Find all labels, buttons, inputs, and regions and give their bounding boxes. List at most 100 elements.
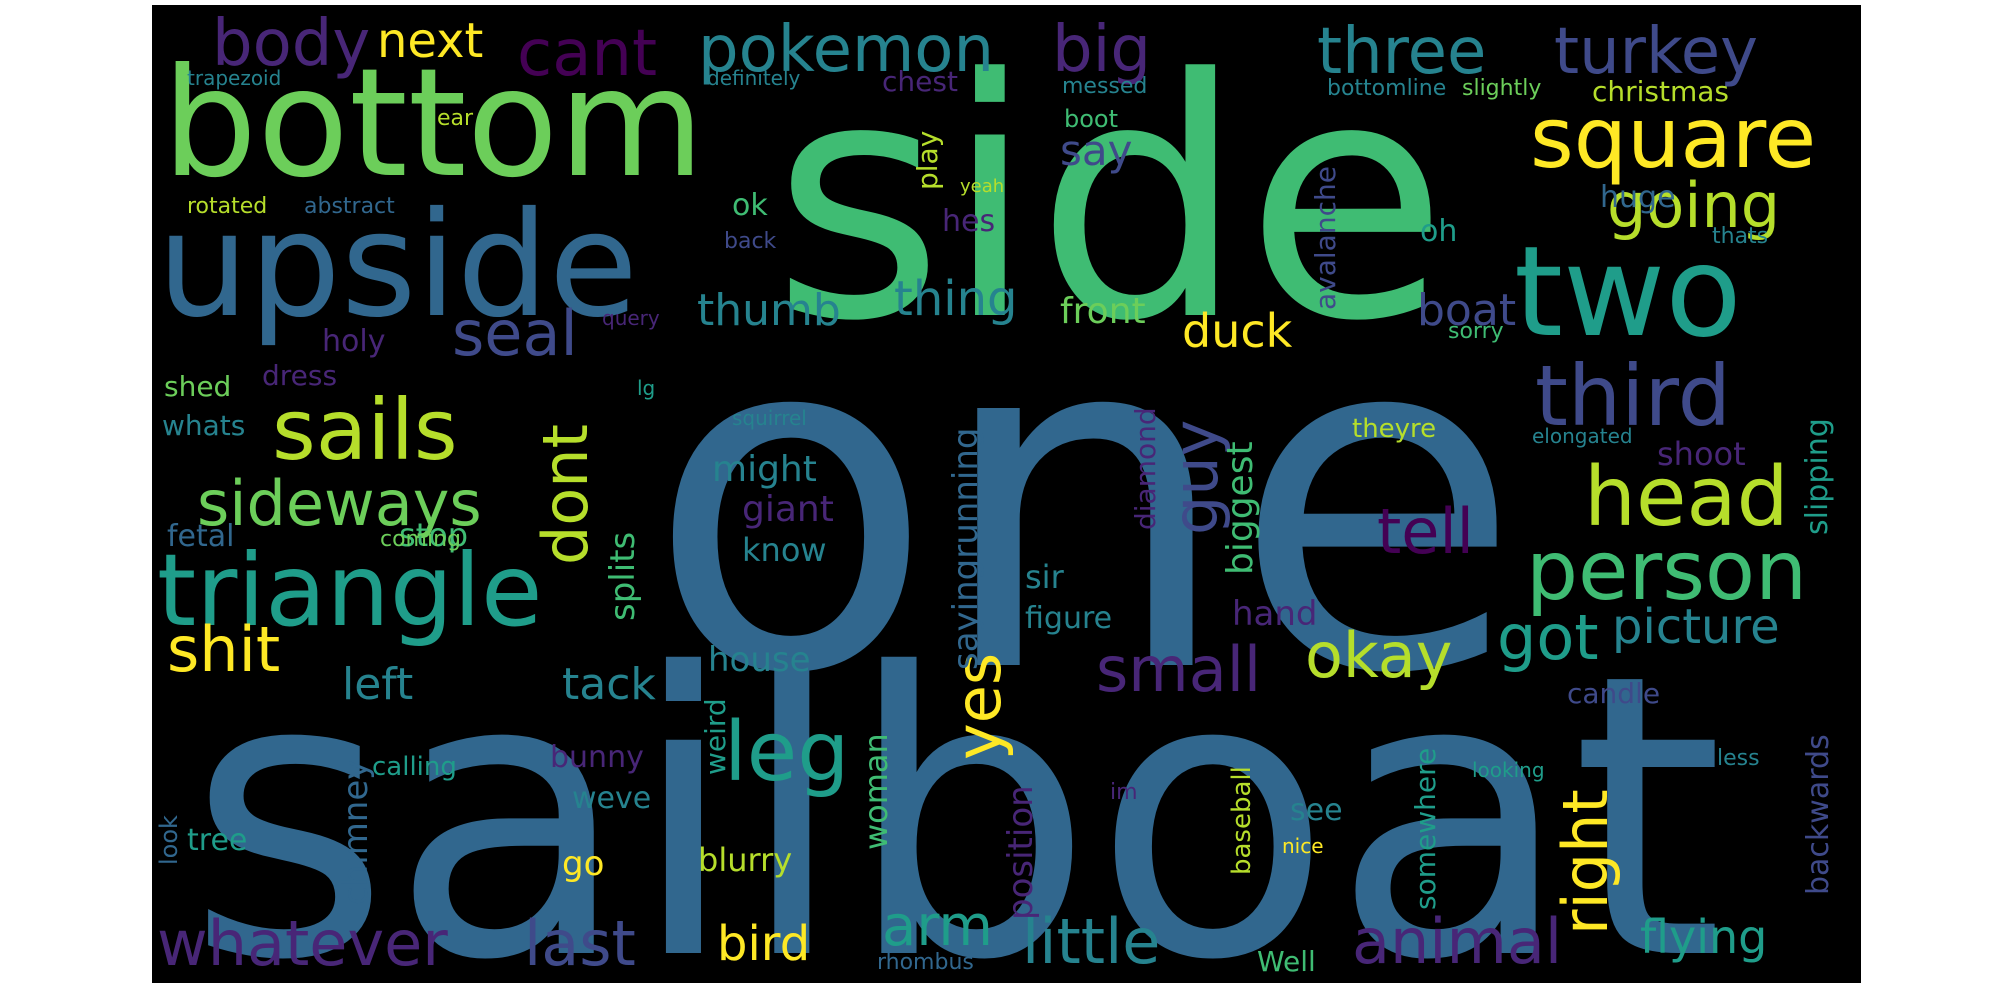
cloud-word: thumb	[697, 285, 841, 336]
cloud-word: left	[342, 659, 413, 710]
cloud-word: house	[708, 640, 811, 680]
cloud-word: next	[377, 13, 483, 69]
cloud-word: looking	[1472, 758, 1545, 782]
cloud-word: back	[724, 229, 777, 254]
cloud-word: backwards	[1801, 734, 1836, 895]
cloud-word: squirrel	[732, 406, 807, 430]
cloud-word: figure	[1025, 601, 1112, 636]
cloud-word: bird	[717, 916, 810, 972]
cloud-word: nice	[1282, 834, 1324, 858]
cloud-word: Well	[1257, 945, 1316, 978]
cloud-word: tree	[187, 823, 247, 858]
cloud-word: stop	[399, 516, 468, 554]
cloud-word: see	[1290, 793, 1343, 828]
word-cloud-panel: one side sailboat bottom upside two tria…	[152, 5, 1861, 983]
cloud-word: triangle	[157, 532, 543, 649]
cloud-word: look	[155, 815, 183, 865]
cloud-word: right	[1549, 789, 1622, 935]
cloud-word: cant	[517, 17, 657, 91]
cloud-word: play	[911, 131, 944, 190]
cloud-word: query	[602, 306, 660, 330]
cloud-word: know	[742, 531, 827, 569]
cloud-word: animal	[1352, 905, 1562, 978]
cloud-word: ok	[732, 188, 768, 223]
cloud-word: pokemon	[698, 13, 994, 87]
cloud-word: diamond	[1129, 407, 1162, 530]
cloud-word: thats	[1712, 224, 1768, 249]
cloud-word: picture	[1612, 599, 1780, 655]
cloud-word: might	[712, 449, 817, 490]
cloud-word: messed	[1062, 74, 1147, 99]
cloud-word: sails	[272, 381, 458, 479]
cloud-word: theyre	[1352, 414, 1436, 444]
cloud-word: blurry	[698, 841, 792, 879]
cloud-word: splits	[603, 532, 643, 621]
cloud-word: giant	[742, 489, 834, 530]
cloud-word: sir	[1025, 558, 1065, 596]
cloud-word: tell	[1377, 495, 1474, 568]
cloud-word: somewhere	[1409, 748, 1442, 910]
cloud-word: flying	[1640, 910, 1767, 964]
cloud-word: slipping	[1800, 418, 1835, 535]
cloud-word: bottomline	[1327, 76, 1446, 101]
cloud-word: body	[212, 7, 370, 81]
cloud-word: little	[1022, 905, 1160, 978]
cloud-word: got	[1497, 601, 1599, 674]
cloud-word: baseball	[1227, 766, 1257, 875]
cloud-word: yes	[942, 653, 1015, 760]
cloud-word: bunny	[550, 740, 644, 775]
cloud-word: fetal	[167, 519, 235, 554]
cloud-word: big	[1052, 13, 1151, 87]
cloud-word: bottom	[162, 37, 705, 211]
cloud-word: holy	[322, 324, 385, 359]
cloud-word: upside	[157, 181, 638, 350]
cloud-word: two	[1514, 220, 1742, 365]
cloud-word: elongated	[1532, 424, 1633, 448]
cloud-word: boot	[1064, 105, 1118, 133]
cloud-word: rhombus	[877, 950, 974, 975]
cloud-word: coming	[380, 527, 461, 552]
cloud-word: duck	[1182, 304, 1293, 358]
cloud-word: front	[1060, 291, 1146, 332]
cloud-word: go	[562, 844, 604, 884]
cloud-word: abstract	[304, 194, 395, 219]
cloud-word: huge	[1600, 180, 1676, 215]
cloud-word: oh	[1420, 214, 1457, 249]
cloud-word: hes	[942, 204, 995, 239]
cloud-word: dont	[529, 424, 602, 565]
cloud-word: okay	[1305, 619, 1452, 692]
cloud-word: one	[647, 229, 1522, 776]
cloud-word: arm	[882, 894, 993, 959]
cloud-word: less	[1717, 746, 1760, 771]
cloud-word: definitely	[707, 66, 801, 90]
cloud-word: person	[1526, 524, 1807, 619]
cloud-word: hand	[1232, 594, 1318, 634]
cloud-word: small	[1096, 633, 1261, 706]
cloud-word: square	[1530, 89, 1816, 187]
cloud-word: sayingrunning	[946, 428, 986, 670]
cloud-word: leg	[724, 705, 849, 800]
cloud-word: tack	[562, 659, 656, 710]
cloud-word: head	[1584, 450, 1789, 545]
cloud-word: three	[1317, 15, 1486, 89]
cloud-word: last	[524, 907, 636, 980]
word-cloud-canvas: one side sailboat bottom upside two tria…	[155, 7, 1836, 983]
cloud-word: weve	[572, 781, 651, 816]
cloud-word: rotated	[187, 194, 267, 219]
cloud-word: christmas	[1592, 75, 1729, 108]
cloud-word: trapezoid	[187, 66, 281, 90]
cloud-word: say	[1060, 126, 1132, 175]
cloud-word: yeah	[960, 176, 1004, 197]
cloud-word: third	[1535, 347, 1731, 445]
cloud-word: side	[772, 9, 1448, 393]
cloud-word: shed	[164, 370, 231, 403]
cloud-word: boat	[1417, 285, 1516, 336]
cloud-word: biggest	[1220, 441, 1261, 575]
cloud-word: chimney	[336, 760, 376, 905]
cloud-word: chest	[882, 65, 958, 98]
cloud-word: whatever	[157, 907, 448, 980]
cloud-word: woman	[857, 733, 895, 850]
cloud-word: whats	[162, 409, 245, 442]
cloud-word: sorry	[1448, 319, 1504, 344]
cloud-word: avalanche	[1309, 166, 1342, 310]
